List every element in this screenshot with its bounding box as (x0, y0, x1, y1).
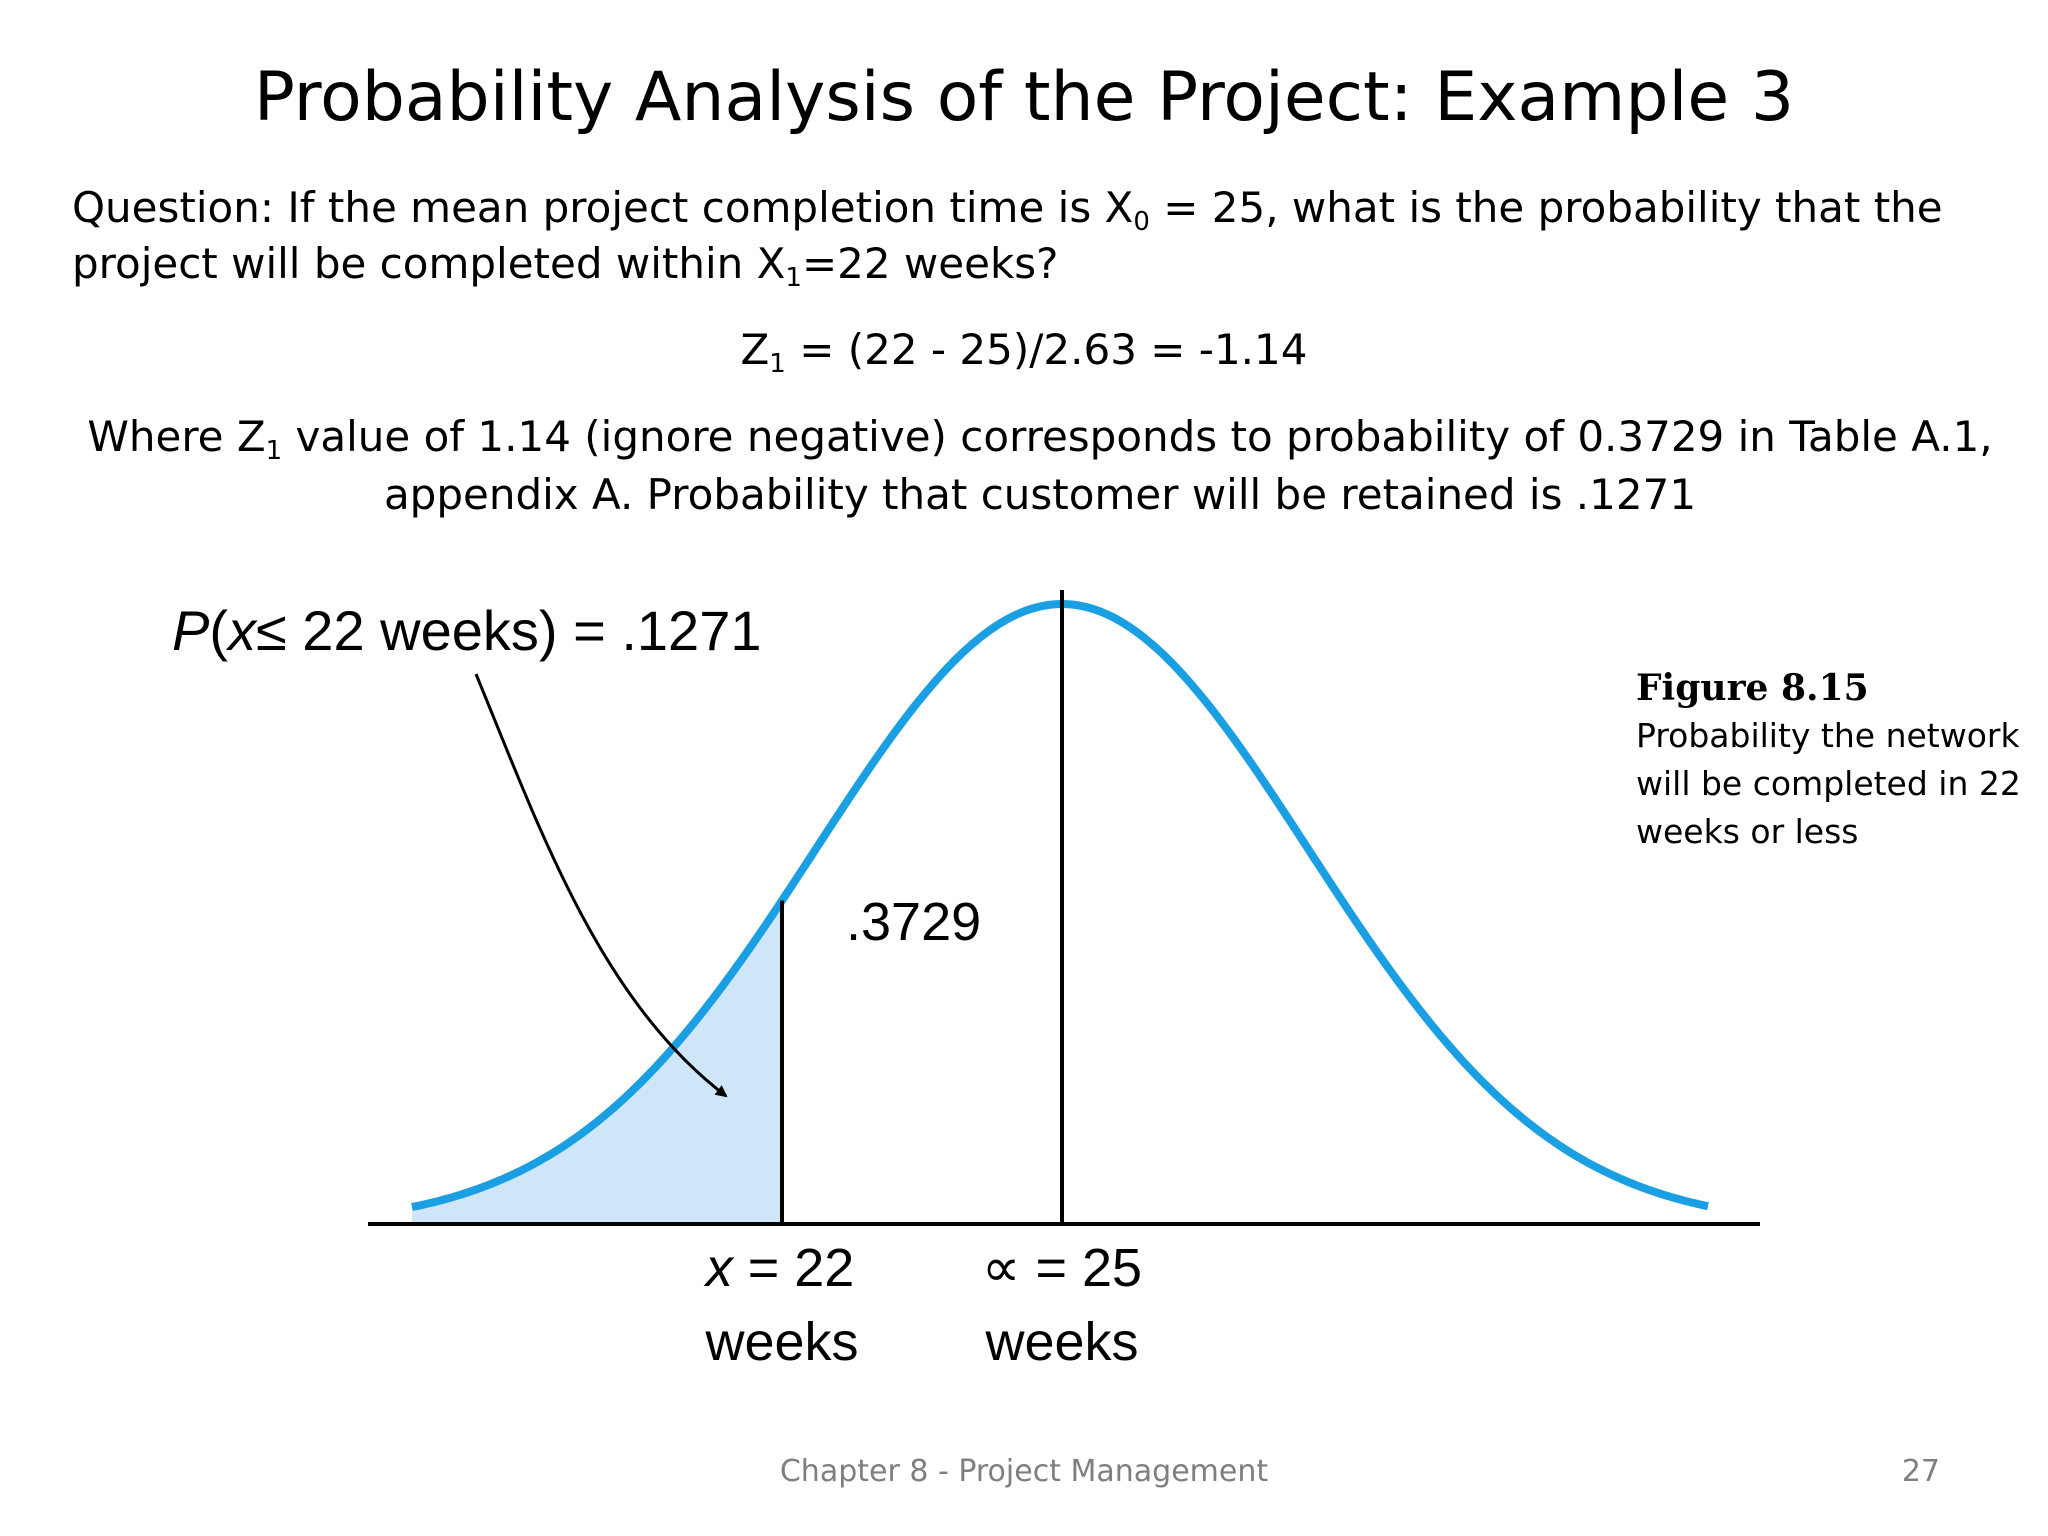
probability-label: P(x≤ 22 weeks) = .1271 (172, 599, 762, 662)
x-label-unit: weeks (704, 1312, 858, 1372)
x-label-var: x (703, 1238, 735, 1298)
question-part-c: =22 weeks? (801, 239, 1059, 288)
slide-title: Probability Analysis of the Project: Exa… (253, 58, 1795, 137)
question-text: Question: If the mean project completion… (72, 180, 1972, 292)
figure-caption: Figure 8.15 Probability the network will… (1636, 664, 2036, 856)
page-number: 27 (1901, 1454, 1940, 1489)
question-subscript-0: 0 (1133, 207, 1150, 237)
x-label-value: x = 22 (703, 1238, 855, 1298)
pointer-arrow (474, 673, 728, 1098)
shaded-tail-area (412, 900, 782, 1224)
question-subscript-1: 1 (785, 263, 802, 293)
footer-chapter: Chapter 8 - Project Management (779, 1454, 1269, 1489)
explanation-part-b: value of 1.14 (ignore negative) correspo… (282, 412, 1993, 519)
x-label-rest: = 22 (733, 1238, 855, 1298)
figure-caption-title: Figure 8.15 (1636, 667, 1869, 709)
prob-label-x: x (225, 599, 258, 662)
figure-caption-text: Probability the network will be complete… (1636, 716, 2021, 851)
mean-label-unit: weeks (984, 1312, 1138, 1372)
explanation-subscript: 1 (265, 436, 283, 466)
prob-label-paren: ( (209, 599, 228, 662)
prob-label-p: P (172, 599, 209, 662)
formula-rest: = (22 - 25)/2.63 = -1.14 (785, 325, 1308, 374)
question-part-b: = 25, what is the probability that the p… (72, 183, 1943, 288)
prob-label-rest: ≤ 22 weeks) = .1271 (256, 599, 761, 662)
mean-label-value: ∝ = 25 (982, 1238, 1142, 1298)
question-part-a: Question: If the mean project completion… (72, 183, 1134, 232)
explanation-part-a: Where Z (87, 412, 266, 461)
formula-z: Z (740, 325, 770, 374)
z-formula: Z1 = (22 - 25)/2.63 = -1.14 (0, 322, 2048, 378)
explanation-text: Where Z1 value of 1.14 (ignore negative)… (60, 408, 2020, 524)
area-label: .3729 (846, 892, 981, 952)
formula-subscript: 1 (769, 349, 786, 379)
